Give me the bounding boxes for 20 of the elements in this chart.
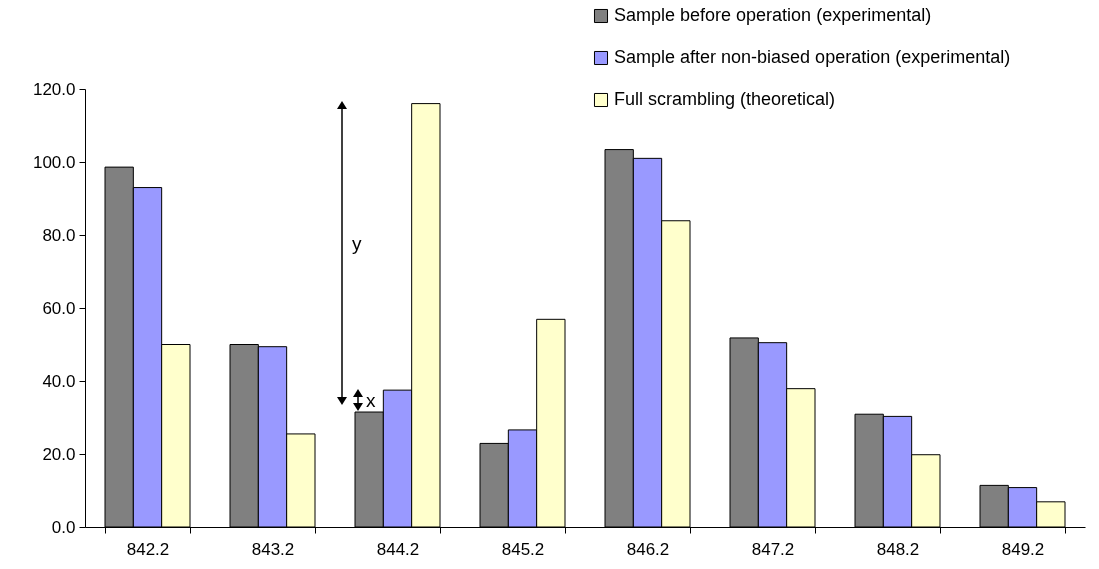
legend-label: Sample after non-biased operation (experimental) <box>614 47 1011 67</box>
x-tick-label: 847.2 <box>751 539 795 559</box>
x-tick-label: 844.2 <box>376 539 420 559</box>
y-tick-label: 40.0 <box>42 371 76 391</box>
y-tick-label: 0.0 <box>51 517 76 537</box>
y-tick-label: 100.0 <box>32 152 76 172</box>
annotation: y <box>352 233 362 254</box>
y-tick-label: 20.0 <box>42 444 76 464</box>
x-tick-label: 842.2 <box>126 539 170 559</box>
x-tick-label: 843.2 <box>251 539 295 559</box>
y-tick-label: 80.0 <box>42 225 76 245</box>
x-tick-label: 848.2 <box>876 539 920 559</box>
annotation: x <box>366 390 376 411</box>
legend-label: Sample before operation (experimental) <box>614 5 932 25</box>
y-tick-label: 120.0 <box>32 79 76 99</box>
x-tick-label: 845.2 <box>501 539 545 559</box>
x-tick-label: 849.2 <box>1001 539 1045 559</box>
y-tick-label: 60.0 <box>42 298 76 318</box>
x-tick-label: 846.2 <box>626 539 670 559</box>
legend-label: Full scrambling (theoretical) <box>614 89 836 109</box>
